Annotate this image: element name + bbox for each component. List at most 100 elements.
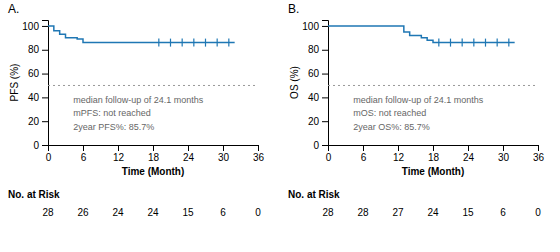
tick-mark <box>83 145 84 151</box>
censor-mark <box>497 39 498 47</box>
at-risk-number: 24 <box>427 207 439 218</box>
tick-label: 36 <box>253 152 265 163</box>
annotation: median follow-up of 24.1 months <box>353 95 484 105</box>
censor-mark <box>473 39 474 47</box>
tick: 18 <box>428 145 440 163</box>
tick: 20 <box>28 116 48 127</box>
tick-label: 80 <box>308 44 320 55</box>
at-risk-label: No. at Risk <box>8 189 60 200</box>
tick: 100 <box>22 21 48 32</box>
tick: 0 <box>326 145 332 163</box>
censor-mark <box>228 39 229 47</box>
at-risk-number: 28 <box>322 207 334 218</box>
censor-mark <box>450 39 451 47</box>
tick-label: 20 <box>28 116 40 127</box>
plot-area <box>328 26 538 86</box>
survival-curve <box>48 26 235 43</box>
tick-mark <box>398 145 399 151</box>
tick-mark <box>322 97 328 98</box>
at-risk-number: 28 <box>42 207 54 218</box>
tick: 18 <box>148 145 160 163</box>
tick-mark <box>188 145 189 151</box>
tick-mark <box>258 145 259 151</box>
tick-mark <box>42 121 48 122</box>
tick-label: 24 <box>183 152 195 163</box>
tick: 12 <box>113 145 125 163</box>
at-risk-number: 28 <box>357 207 369 218</box>
tick: 12 <box>393 145 405 163</box>
at-risk-label: No. at Risk <box>288 189 340 200</box>
censor-mark <box>485 39 486 47</box>
survival-curve <box>328 26 515 43</box>
tick-label: 0 <box>313 140 319 151</box>
at-risk-number: 6 <box>500 207 506 218</box>
plot-area <box>48 26 258 86</box>
tick-label: 18 <box>428 152 440 163</box>
censor-mark <box>158 39 159 47</box>
at-risk-number: 15 <box>462 207 474 218</box>
annotation: mOS: not reached <box>353 108 426 118</box>
censor-mark <box>193 39 194 47</box>
y-axis: 0 20 40 60 80 100 <box>22 21 48 151</box>
tick-label: 36 <box>533 152 545 163</box>
tick: 0 <box>33 140 48 151</box>
y-axis-label: OS (%) <box>289 66 300 99</box>
panel: 061218243036020406080100median follow-up… <box>289 21 544 178</box>
tick: 40 <box>28 92 48 103</box>
at-risk-number: 0 <box>255 207 261 218</box>
axis-line <box>42 21 49 146</box>
at-risk-number: 0 <box>535 207 541 218</box>
title: B. <box>288 2 299 16</box>
tick-mark <box>322 74 328 75</box>
x-axis: 0 6 12 18 24 30 36 <box>326 145 545 163</box>
tick-mark <box>223 145 224 151</box>
tick: 30 <box>498 145 510 163</box>
y-axis-label: PFS (%) <box>9 64 20 102</box>
tick-mark <box>322 50 328 51</box>
tick-label: 30 <box>218 152 230 163</box>
tick-mark <box>322 145 328 146</box>
tick: 24 <box>183 145 195 163</box>
tick: 36 <box>253 145 265 163</box>
censor-mark <box>217 39 218 47</box>
tick-mark <box>42 50 48 51</box>
tick-mark <box>42 26 48 27</box>
annotation: mPFS: not reached <box>73 108 151 118</box>
tick-label: 6 <box>361 152 367 163</box>
tick-label: 80 <box>28 44 40 55</box>
censor-mark <box>462 39 463 47</box>
tick-label: 100 <box>302 21 319 32</box>
tick-label: 18 <box>148 152 160 163</box>
tick-label: 24 <box>463 152 475 163</box>
tick-label: 12 <box>393 152 405 163</box>
tick-mark <box>503 145 504 151</box>
tick-label: 60 <box>28 68 40 79</box>
at-risk-number: 24 <box>112 207 124 218</box>
tick-mark <box>153 145 154 151</box>
at-risk-number: 6 <box>220 207 226 218</box>
tick-mark <box>468 145 469 151</box>
tick: 6 <box>361 145 367 163</box>
x-axis-label: Time (Month) <box>122 166 185 177</box>
at-risk-number: 24 <box>147 207 159 218</box>
tick: 36 <box>533 145 545 163</box>
annotation: median follow-up of 24.1 months <box>73 95 204 105</box>
tick: 30 <box>218 145 230 163</box>
tick: 24 <box>463 145 475 163</box>
tick-mark <box>118 145 119 151</box>
tick: 0 <box>46 145 52 163</box>
tick: 100 <box>302 21 328 32</box>
tick-label: 60 <box>308 68 320 79</box>
tick-label: 100 <box>22 21 39 32</box>
tick-label: 40 <box>308 92 320 103</box>
censor-mark <box>205 39 206 47</box>
axis-line <box>322 21 329 146</box>
tick-label: 0 <box>33 140 39 151</box>
tick-label: 0 <box>46 152 52 163</box>
tick-label: 0 <box>326 152 332 163</box>
tick-label: 12 <box>113 152 125 163</box>
censor-mark <box>182 39 183 47</box>
tick: 80 <box>308 44 328 55</box>
x-axis: 061218243036 <box>46 145 265 163</box>
tick: 60 <box>28 68 48 79</box>
